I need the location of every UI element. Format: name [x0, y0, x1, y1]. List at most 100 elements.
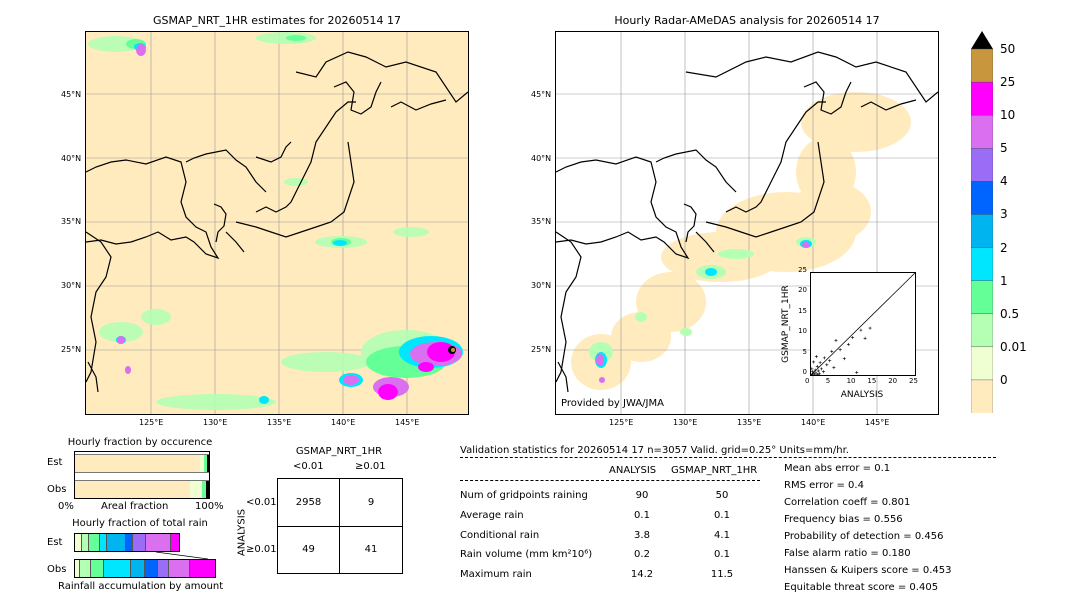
right-lat-label: 40°N — [531, 154, 552, 163]
left-lon-label: 130°E — [203, 418, 228, 427]
right-lon-label: 130°E — [673, 418, 698, 427]
colorbar — [970, 31, 994, 414]
occurrence-est-label: Est — [47, 457, 63, 468]
validation-divider — [460, 457, 996, 458]
colorbar-label: 4 — [1000, 174, 1008, 189]
occurrence-axis-left: 0% — [58, 501, 74, 512]
stat-label: Num of gridpoints raining — [460, 490, 588, 501]
scatter-point — [825, 363, 829, 367]
stat-gsmap-value: 0.1 — [714, 549, 730, 560]
total-rain-est-label: Est — [47, 537, 63, 548]
score-line: Mean abs error = 0.1 — [784, 463, 891, 474]
scatter-canvas — [811, 273, 915, 375]
scatter-point — [816, 369, 820, 373]
scatter-point — [816, 373, 820, 375]
colorbar-swatch — [970, 148, 994, 183]
scatter-x-tick: 20 — [888, 377, 898, 385]
scatter-one-to-one-line — [811, 273, 915, 375]
scatter-x-tick: 15 — [867, 377, 877, 385]
left-lat-label: 45°N — [61, 90, 82, 99]
scatter-point — [822, 356, 826, 360]
occurrence-axis-right: 100% — [195, 501, 224, 512]
left-map-canvas — [86, 32, 468, 414]
scatter-point — [818, 361, 822, 365]
left-lon-label: 145°E — [395, 418, 420, 427]
scatter-y-tick: 5 — [802, 347, 807, 356]
left-lon-label: 140°E — [331, 418, 356, 427]
left-lon-label: 135°E — [267, 418, 292, 427]
colorbar-label: 0.5 — [1000, 306, 1020, 321]
score-line: Probability of detection = 0.456 — [784, 531, 944, 542]
scatter-point — [846, 342, 850, 346]
scatter-point — [811, 370, 815, 374]
scatter-point — [838, 348, 842, 352]
occurrence-title: Hourly fraction by occurence — [67, 437, 213, 448]
stat-gsmap-value: 0.1 — [714, 510, 730, 521]
right-precip-map: Provided by JWA/JMA — [555, 31, 939, 415]
stat-analysis-value: 90 — [635, 490, 649, 501]
occurrence-chart — [74, 451, 210, 499]
stat-gsmap-value: 50 — [715, 490, 729, 501]
occurrence-est-bar — [75, 454, 209, 473]
scatter-point — [821, 370, 825, 374]
colorbar-swatch — [970, 379, 994, 414]
contingency-row-label: <0.01 — [246, 497, 277, 508]
colorbar-label: 1 — [1000, 273, 1008, 288]
contingency-table: 2958 9 49 41 — [277, 478, 403, 574]
colorbar-swatch — [970, 313, 994, 348]
score-line: Hanssen & Kuipers score = 0.453 — [784, 565, 952, 576]
validation-col-gsmap: GSMAP_NRT_1HR — [671, 465, 758, 476]
right-lat-label: 35°N — [531, 217, 552, 226]
occurrence-axis-label: Areal fraction — [101, 501, 169, 512]
right-map-canvas — [556, 32, 938, 414]
contingency-cell: 9 — [367, 497, 375, 508]
scatter-point — [817, 372, 821, 375]
scatter-point — [851, 335, 855, 339]
scatter-point — [868, 326, 872, 330]
scatter-ylabel: GSMAP_NRT_1HR — [781, 285, 791, 363]
contingency-title: GSMAP_NRT_1HR — [295, 446, 383, 457]
left-lat-label: 30°N — [61, 281, 82, 290]
data-credit: Provided by JWA/JMA — [561, 398, 664, 409]
right-lat-label: 30°N — [531, 281, 552, 290]
stat-analysis-value: 0.2 — [634, 549, 650, 560]
stat-label: Average rain — [460, 510, 524, 521]
colorbar-label: 5 — [1000, 141, 1008, 156]
scatter-point — [813, 368, 817, 372]
scatter-point — [830, 349, 834, 353]
scatter-point — [832, 366, 836, 370]
scatter-point — [863, 336, 867, 340]
right-map-title: Hourly Radar-AMeDAS analysis for 2026051… — [614, 14, 880, 27]
scatter-y-tick: 25 — [798, 266, 807, 274]
left-lat-label: 35°N — [61, 217, 82, 226]
colorbar-label: 3 — [1000, 207, 1008, 222]
stat-label: Rain volume (mm km²10⁶) — [460, 549, 593, 560]
score-line: RMS error = 0.4 — [784, 480, 864, 491]
stat-analysis-value: 3.8 — [634, 530, 650, 541]
colorbar-canvas — [970, 31, 994, 414]
stat-analysis-value: 0.1 — [634, 510, 650, 521]
right-lon-label: 125°E — [609, 418, 634, 427]
score-line: Correlation coeff = 0.801 — [784, 497, 911, 508]
validation-col-divider — [460, 480, 760, 481]
colorbar-label: 10 — [1000, 108, 1016, 123]
score-line: False alarm ratio = 0.180 — [784, 548, 911, 559]
right-lat-label: 25°N — [531, 345, 552, 354]
scatter-point — [815, 364, 819, 368]
left-lon-label: 125°E — [139, 418, 164, 427]
total-rain-chart — [74, 531, 216, 578]
colorbar-label: 0.01 — [1000, 339, 1027, 354]
scatter-point — [814, 355, 818, 359]
stat-gsmap-value: 4.1 — [714, 530, 730, 541]
colorbar-label: 50 — [1000, 42, 1016, 56]
stat-label: Maximum rain — [460, 569, 532, 580]
colorbar-swatch — [970, 81, 994, 116]
scatter-point — [814, 371, 818, 375]
inset-scatter-plot — [810, 272, 916, 376]
colorbar-swatch — [970, 214, 994, 249]
validation-col-analysis: ANALYSIS — [609, 465, 657, 476]
colorbar-swatch — [970, 48, 994, 83]
occurrence-obs-label: Obs — [47, 484, 67, 495]
colorbar-swatch — [970, 247, 994, 282]
colorbar-label: 2 — [1000, 240, 1008, 255]
